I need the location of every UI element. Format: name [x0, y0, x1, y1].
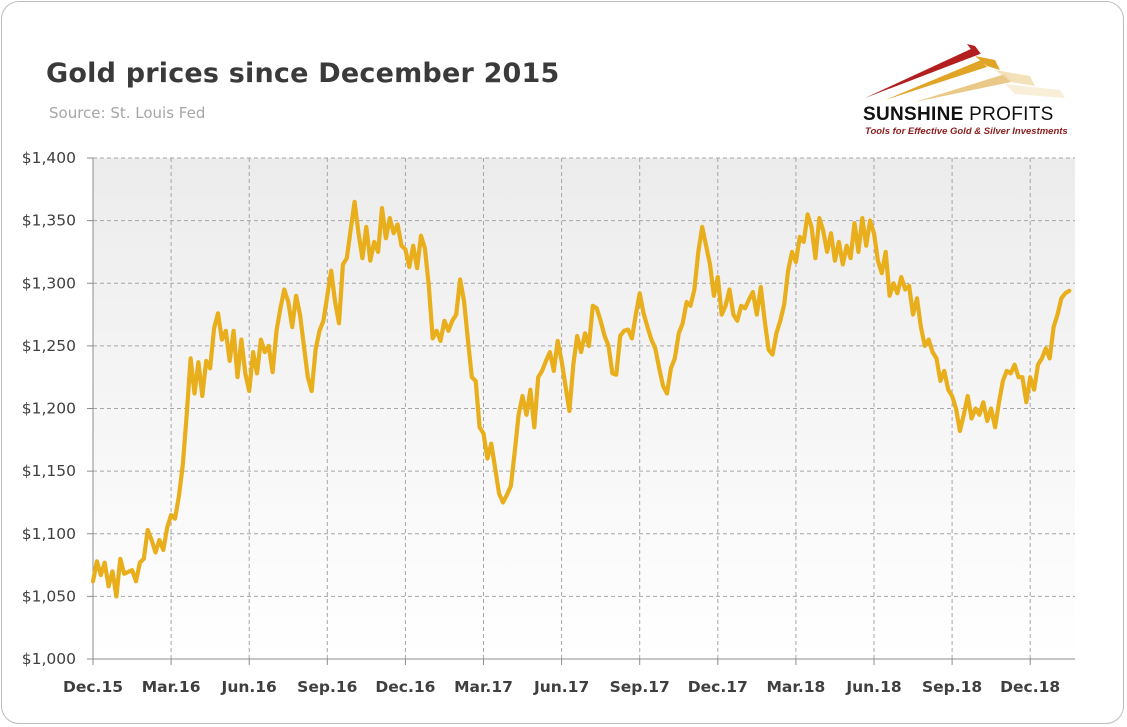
logo-brand-bold: SUNSHINE — [863, 104, 964, 125]
x-tick-label: Jun.17 — [533, 678, 589, 696]
y-tick-label: $1,000 — [22, 650, 76, 668]
y-tick-label: $1,250 — [22, 337, 76, 355]
y-tick-label: $1,050 — [22, 587, 76, 605]
y-tick-label: $1,350 — [22, 212, 76, 230]
series-line-gold-price — [90, 199, 1072, 599]
x-axis-ticks: Dec.15 Mar.16 Jun.16 Sep.16 Dec.16 Mar.17 Jun.… — [63, 659, 1060, 696]
grid-lines — [93, 157, 1075, 659]
logo-brand-light: PROFITS — [963, 104, 1054, 125]
x-tick-label: Sep.17 — [610, 678, 670, 696]
x-tick-label: Dec.17 — [688, 678, 748, 696]
x-tick-label: Sep.18 — [922, 678, 982, 696]
x-tick-label: Dec.16 — [375, 678, 435, 696]
y-tick-label: $1,150 — [22, 462, 76, 480]
logo-tagline: Tools for Effective Gold & Silver Invest… — [865, 126, 1068, 137]
x-tick-label: Dec.18 — [1000, 678, 1060, 696]
x-tick-label: Jun.16 — [221, 678, 277, 696]
chart-title: Gold prices since December 2015 — [46, 58, 560, 89]
chart-subtitle: Source: St. Louis Fed — [49, 104, 206, 122]
x-tick-label: Mar.16 — [142, 678, 201, 696]
y-tick-label: $1,300 — [22, 274, 76, 292]
y-tick-label: $1,200 — [22, 400, 76, 418]
y-axis-ticks: $1,000 $1,050 $1,100 $1,150 $1,200 $1,250 $1,3… — [22, 149, 93, 668]
y-tick-label: $1,400 — [22, 149, 76, 167]
x-tick-label: Dec.15 — [63, 678, 123, 696]
x-tick-label: Sep.16 — [297, 678, 357, 696]
x-tick-label: Mar.17 — [454, 678, 513, 696]
logo-rays-icon — [865, 44, 1065, 102]
x-tick-label: Mar.18 — [767, 678, 826, 696]
x-tick-label: Jun.18 — [845, 678, 901, 696]
series-layer — [90, 199, 1072, 599]
logo-brand-text: SUNSHINE PROFITS — [863, 104, 1054, 126]
y-tick-label: $1,100 — [22, 525, 76, 543]
sunshine-profits-logo: SUNSHINE PROFITS Tools for Effective Gol… — [855, 30, 1115, 150]
